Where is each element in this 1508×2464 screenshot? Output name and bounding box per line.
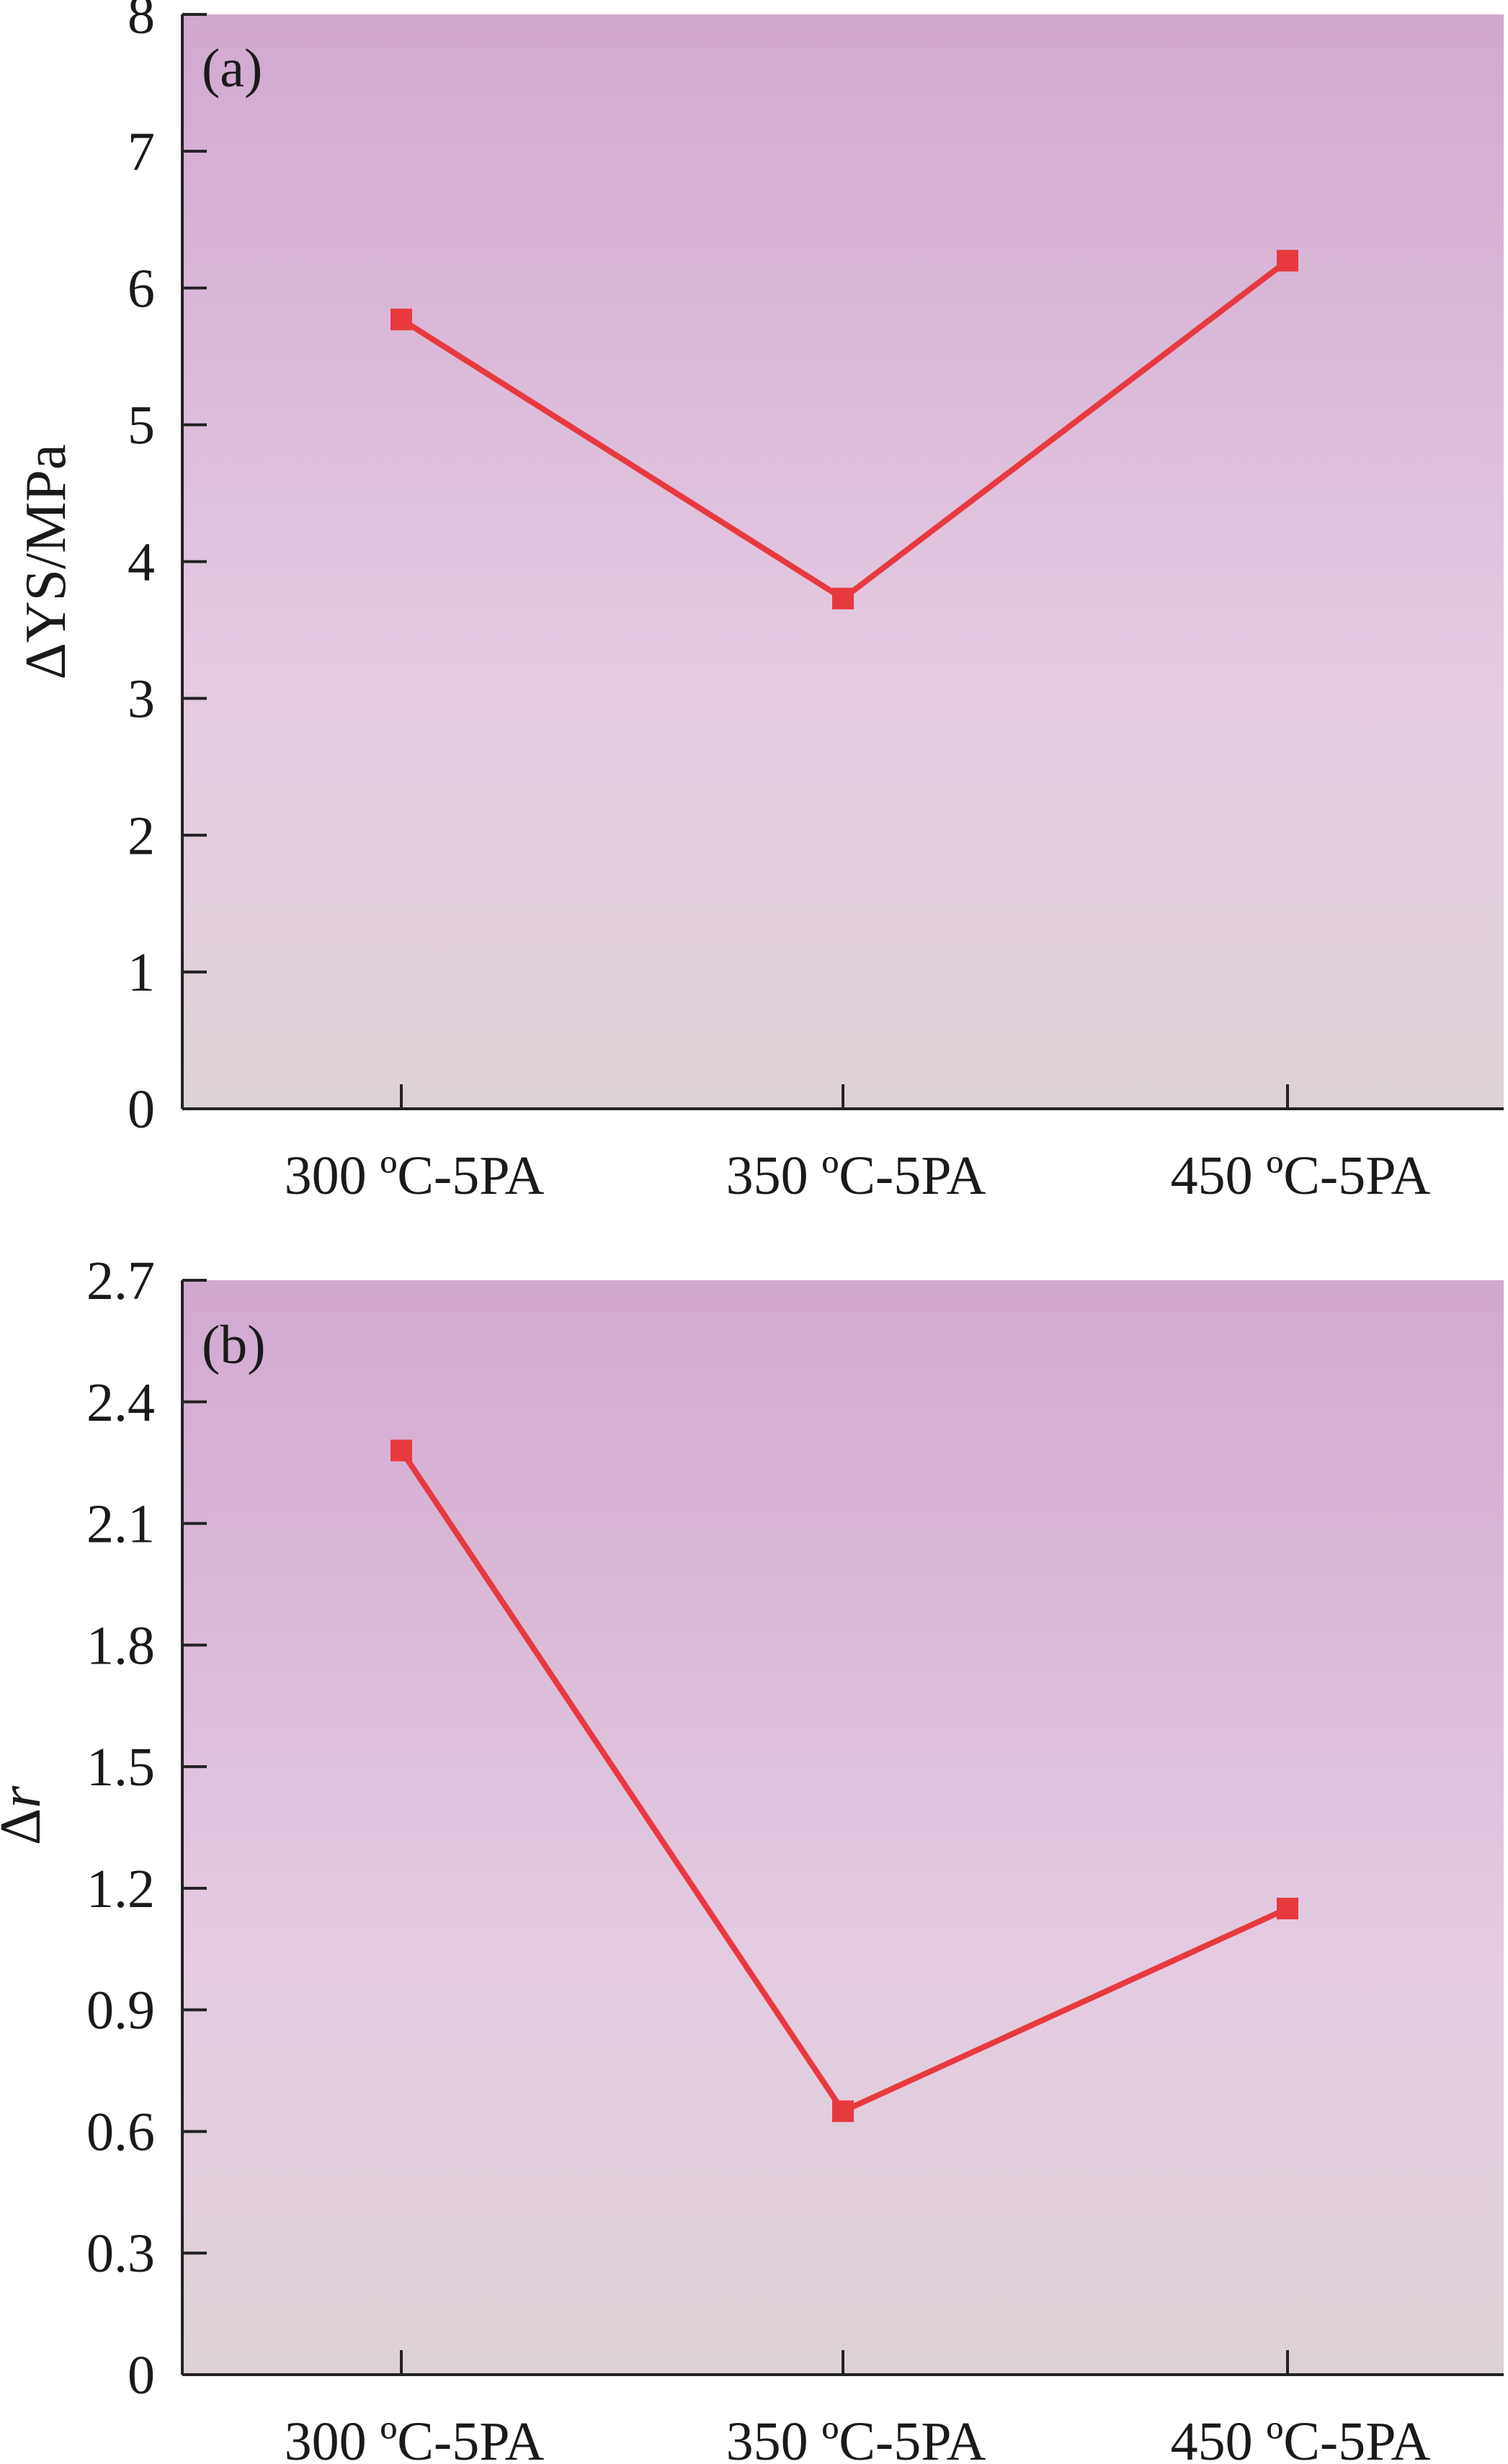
plot-area-b — [182, 1280, 1504, 2375]
chart-panel-b: (b) Δr 0 0.3 0.6 0.9 1.2 1.5 1.8 2.1 2.4 2.7 300 … — [0, 1251, 1504, 2464]
y-tick-label-b: 0 — [128, 2345, 155, 2406]
y-tick-label-b: 0.3 — [86, 2223, 155, 2284]
y-tick-label-a: 3 — [128, 669, 155, 729]
x-tick-label-b: 350 ºC-5PA — [726, 2411, 986, 2464]
y-tick-label-b: 1.5 — [86, 1737, 155, 1798]
y-axis-title-b-var: r — [0, 1785, 53, 1808]
y-tick-label-b: 2.7 — [86, 1251, 155, 1311]
data-point-a-1 — [391, 308, 412, 331]
y-tick-label-b: 2.1 — [86, 1494, 155, 1555]
data-point-b-3 — [1277, 1898, 1298, 1920]
y-tick-label-b: 0.6 — [86, 2102, 155, 2162]
y-axis-title-b-delta: Δ — [0, 1808, 53, 1845]
y-tick-label-a: 0 — [128, 1079, 155, 1140]
data-point-b-2 — [832, 2100, 854, 2122]
y-axis-title-b: Δr — [0, 1785, 53, 1845]
y-tick-label-a: 6 — [128, 259, 155, 319]
panel-label-a: (a) — [202, 38, 262, 99]
x-tick-label-b: 450 ºC-5PA — [1171, 2411, 1431, 2464]
y-axis-title-a: ΔYS/MPa — [14, 444, 78, 679]
y-tick-label-b: 2.4 — [86, 1372, 155, 1433]
chart-panel-a: (a) ΔYS/MPa 0 1 2 3 4 5 6 7 8 300 ºC-5PA 350 ºC-5… — [14, 0, 1504, 1206]
y-tick-label-b: 1.2 — [86, 1859, 155, 1919]
data-point-a-2 — [832, 587, 854, 610]
plot-area-a — [182, 14, 1504, 1109]
x-tick-label-b: 300 ºC-5PA — [285, 2411, 545, 2464]
y-tick-label-a: 4 — [128, 532, 155, 593]
x-tick-label-a: 350 ºC-5PA — [726, 1146, 986, 1206]
y-tick-label-b: 0.9 — [86, 1981, 155, 2041]
y-tick-label-a: 7 — [128, 122, 155, 182]
y-tick-label-a: 8 — [128, 0, 155, 45]
data-point-a-3 — [1277, 249, 1298, 272]
y-tick-label-a: 2 — [128, 805, 155, 866]
panel-label-b: (b) — [202, 1315, 266, 1375]
y-tick-label-b: 1.8 — [86, 1615, 155, 1676]
y-tick-label-a: 5 — [128, 396, 155, 456]
x-tick-label-a: 300 ºC-5PA — [285, 1146, 545, 1206]
data-point-b-1 — [391, 1439, 412, 1462]
y-tick-label-a: 1 — [128, 942, 155, 1003]
x-tick-label-a: 450 ºC-5PA — [1171, 1146, 1431, 1206]
